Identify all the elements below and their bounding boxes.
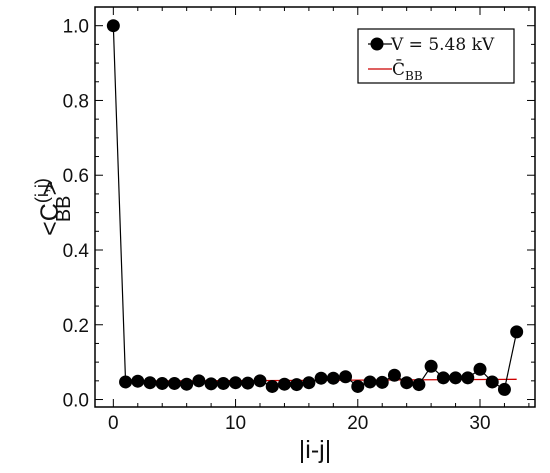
y-tick-label: 0.8 [63, 91, 89, 112]
data-point [167, 376, 181, 390]
x-tick-label: 20 [347, 413, 368, 434]
data-point [302, 376, 316, 390]
data-point [277, 377, 291, 391]
data-point [510, 325, 524, 339]
legend-swatch-marker-series [370, 37, 384, 51]
legend-label-mean: C̄BB [392, 58, 423, 83]
data-point [485, 375, 499, 389]
data-point [119, 375, 133, 389]
data-point [192, 374, 206, 388]
x-axis-title: |i-j| [299, 436, 331, 464]
data-point [155, 376, 169, 390]
data-point [412, 378, 426, 392]
data-point [290, 378, 304, 392]
data-point [375, 375, 389, 389]
data-point [363, 375, 377, 389]
y-tick-label: 0.6 [63, 166, 89, 187]
y-axis-title: <C(i,j)BB> [32, 178, 75, 236]
data-point [253, 374, 267, 388]
y-tick-label: 0.2 [63, 316, 89, 337]
plot-frame [94, 6, 536, 408]
series-layer [106, 19, 524, 396]
data-point [449, 371, 463, 385]
data-point [339, 370, 353, 384]
data-point [424, 359, 438, 373]
data-point [229, 376, 243, 390]
x-tick-label: 30 [469, 413, 490, 434]
data-point [143, 376, 157, 390]
data-point [497, 382, 511, 396]
legend-box [357, 28, 515, 84]
data-point [265, 379, 279, 393]
data-point [351, 379, 365, 393]
data-point [204, 377, 218, 391]
data-point [473, 362, 487, 376]
y-tick-label: 0.4 [63, 241, 90, 262]
data-point [326, 371, 340, 385]
legend: V = 5.48 kV C̄BB [357, 28, 515, 84]
data-point [436, 371, 450, 385]
data-point [400, 376, 414, 390]
data-point [314, 371, 328, 385]
y-tick-label: 0.0 [63, 391, 89, 412]
data-point [387, 368, 401, 382]
x-tick-label: 0 [108, 413, 119, 434]
y-tick-label: 1.0 [63, 17, 89, 38]
legend-label-series: V = 5.48 kV [390, 35, 495, 55]
data-point [131, 374, 145, 388]
data-point [461, 371, 475, 385]
data-point [180, 377, 194, 391]
x-tick-label: 10 [225, 413, 246, 434]
data-point [106, 19, 120, 33]
data-point [241, 376, 255, 390]
ticks-layer: 0 10 20 30 0.0 0.2 0.4 0.6 0.8 1.0 [63, 7, 535, 434]
data-point [216, 376, 230, 390]
